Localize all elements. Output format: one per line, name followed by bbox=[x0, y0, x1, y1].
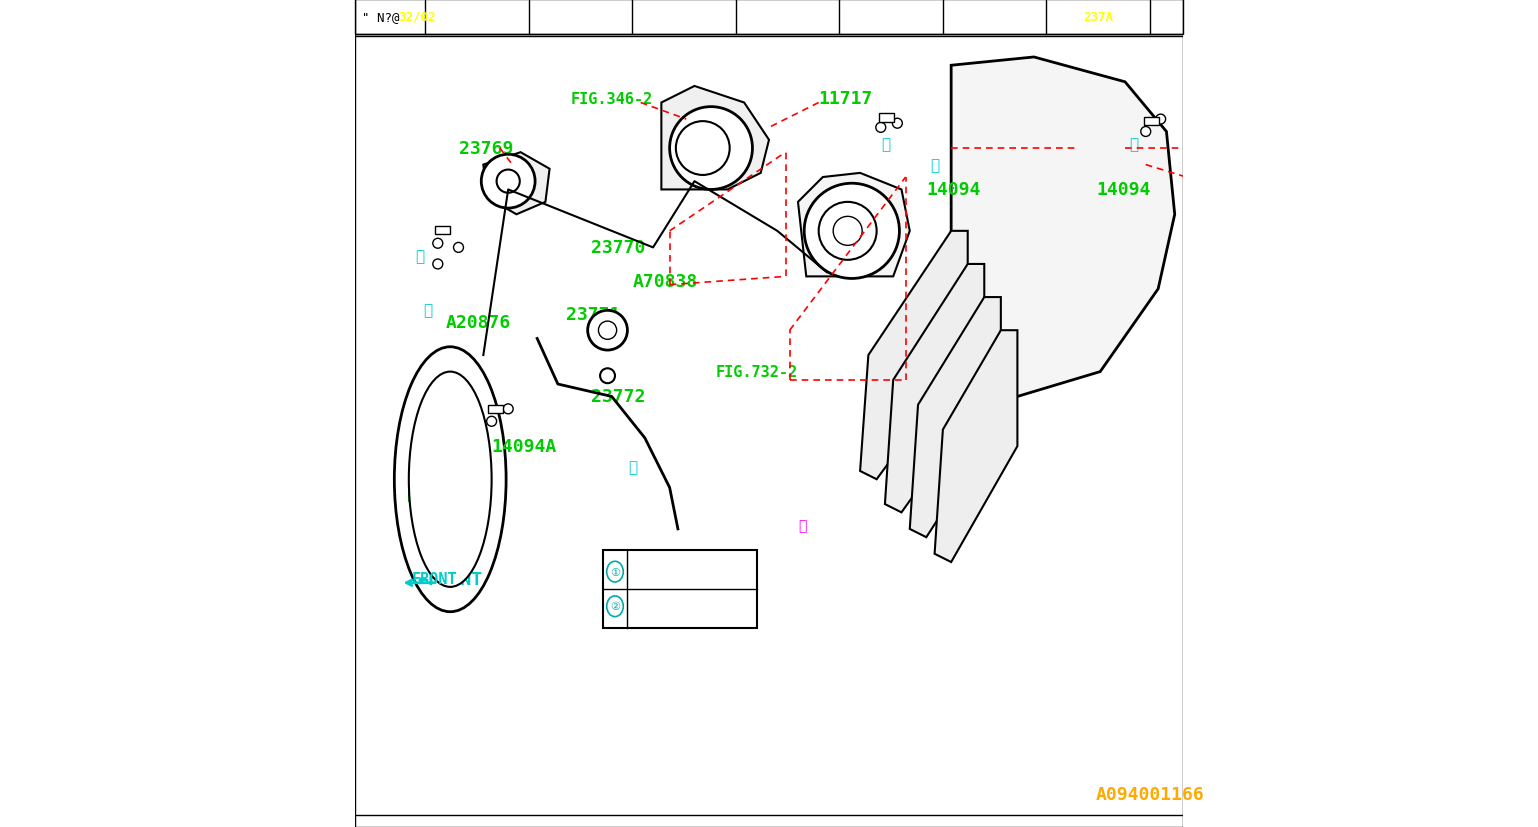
Text: ①: ① bbox=[628, 460, 637, 475]
Ellipse shape bbox=[606, 562, 623, 582]
Ellipse shape bbox=[818, 203, 877, 261]
Ellipse shape bbox=[454, 243, 463, 253]
Text: 010408300?k2?!: 010408300?k2?! bbox=[640, 601, 727, 611]
Ellipse shape bbox=[481, 155, 535, 208]
Polygon shape bbox=[661, 87, 769, 190]
Polygon shape bbox=[935, 331, 1018, 562]
Text: A20876: A20876 bbox=[446, 313, 511, 332]
Text: 23772: 23772 bbox=[591, 388, 646, 406]
Polygon shape bbox=[910, 298, 1001, 538]
Text: 23769: 23769 bbox=[458, 140, 512, 158]
Bar bbox=[1144, 117, 1160, 126]
Ellipse shape bbox=[804, 184, 900, 280]
Text: ①: ① bbox=[930, 158, 940, 173]
Text: B: B bbox=[631, 567, 637, 577]
Ellipse shape bbox=[892, 119, 903, 129]
Text: 14094: 14094 bbox=[1097, 181, 1150, 199]
Text: A094001166: A094001166 bbox=[1097, 785, 1204, 803]
Text: ①: ① bbox=[798, 519, 806, 532]
Ellipse shape bbox=[432, 260, 443, 270]
Bar bbox=[880, 114, 894, 122]
Ellipse shape bbox=[503, 404, 514, 414]
Ellipse shape bbox=[675, 122, 729, 175]
Text: ①: ① bbox=[611, 567, 620, 577]
Text: ①: ① bbox=[1129, 137, 1138, 152]
Ellipse shape bbox=[598, 322, 617, 340]
Text: FIG.732-2: FIG.732-2 bbox=[715, 365, 797, 380]
Text: FIG.346-2: FIG.346-2 bbox=[571, 92, 652, 107]
Bar bbox=[355, 0, 1183, 35]
Ellipse shape bbox=[669, 108, 752, 190]
Text: 14094A: 14094A bbox=[492, 437, 557, 456]
Ellipse shape bbox=[600, 369, 615, 384]
Text: 237A: 237A bbox=[1084, 11, 1114, 24]
Text: ②: ② bbox=[611, 601, 620, 611]
Text: B: B bbox=[631, 601, 637, 611]
Ellipse shape bbox=[486, 417, 497, 427]
Ellipse shape bbox=[432, 239, 443, 249]
Ellipse shape bbox=[834, 218, 863, 246]
Text: ①: ① bbox=[881, 137, 891, 152]
Text: 32/02: 32/02 bbox=[398, 11, 435, 24]
Text: ←FRONT: ←FRONT bbox=[417, 570, 483, 588]
Polygon shape bbox=[884, 265, 984, 513]
Text: K22105: K22105 bbox=[408, 487, 472, 505]
Ellipse shape bbox=[409, 372, 492, 587]
Ellipse shape bbox=[875, 123, 886, 133]
Text: 14094: 14094 bbox=[926, 181, 981, 199]
Ellipse shape bbox=[1155, 115, 1166, 125]
Ellipse shape bbox=[588, 311, 628, 351]
Text: FRONT: FRONT bbox=[411, 571, 457, 586]
Polygon shape bbox=[860, 232, 967, 480]
Text: 010406120?k3?!: 010406120?k3?! bbox=[640, 567, 727, 577]
Text: 23771: 23771 bbox=[566, 305, 620, 323]
Text: " N?@: " N?@ bbox=[361, 11, 400, 24]
Bar bbox=[488, 405, 503, 414]
FancyBboxPatch shape bbox=[603, 550, 757, 629]
Ellipse shape bbox=[394, 347, 506, 612]
Text: A70838: A70838 bbox=[632, 272, 698, 290]
Text: 23770: 23770 bbox=[591, 239, 646, 257]
Polygon shape bbox=[798, 174, 910, 277]
Text: ②: ② bbox=[424, 303, 432, 318]
Polygon shape bbox=[950, 58, 1175, 397]
Bar bbox=[435, 227, 451, 235]
Text: 11717: 11717 bbox=[818, 90, 874, 108]
Ellipse shape bbox=[497, 170, 520, 194]
Polygon shape bbox=[483, 153, 549, 215]
Ellipse shape bbox=[606, 596, 623, 617]
Ellipse shape bbox=[1141, 127, 1150, 137]
Text: ①: ① bbox=[415, 249, 424, 264]
